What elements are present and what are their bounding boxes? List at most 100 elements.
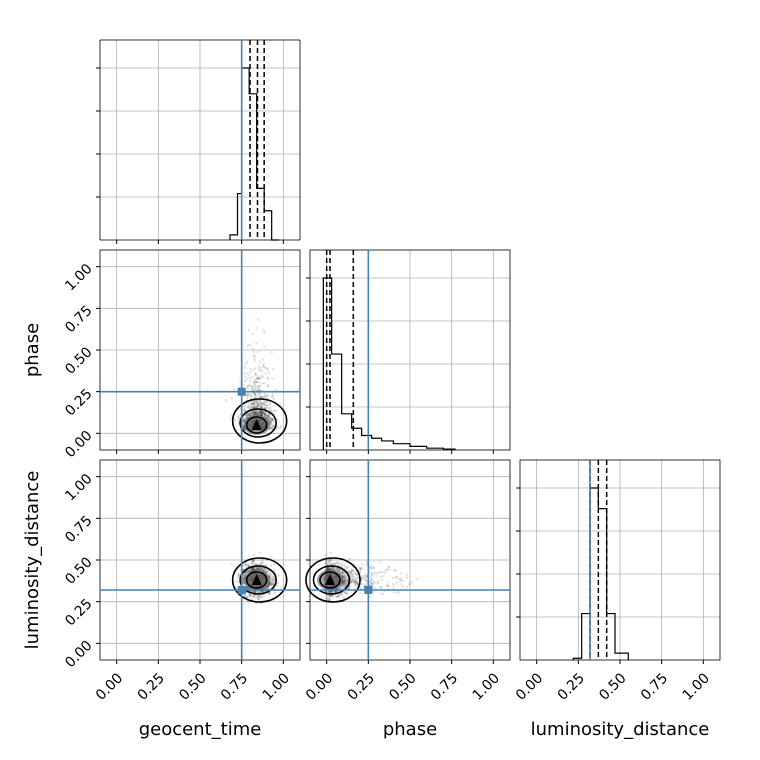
scatter-point: [336, 595, 340, 598]
scatter-point: [252, 594, 255, 598]
scatter-point: [339, 593, 342, 596]
scatter-point: [259, 396, 263, 399]
scatter-point: [248, 411, 252, 414]
scatter-point: [370, 564, 374, 568]
scatter-point: [354, 571, 358, 574]
scatter-point: [265, 394, 268, 398]
scatter-point: [376, 574, 379, 578]
scatter-point: [354, 582, 358, 585]
scatter-point: [328, 567, 332, 571]
scatter-point: [259, 403, 263, 406]
scatter-point: [260, 595, 264, 599]
scatter-point: [364, 564, 368, 567]
scatter-point: [272, 367, 275, 371]
y-tick-label: 0.50: [62, 344, 95, 377]
scatter-point: [270, 583, 274, 587]
scatter-point: [230, 396, 233, 400]
scatter-point: [252, 388, 256, 391]
scatter-point: [335, 568, 339, 571]
scatter-point: [265, 415, 268, 418]
scatter-point: [344, 581, 347, 585]
scatter-point: [267, 418, 271, 421]
scatter-point: [242, 427, 245, 430]
scatter-point: [395, 580, 399, 584]
scatter-point: [329, 594, 332, 597]
scatter-point: [259, 568, 263, 571]
scatter-point: [381, 570, 384, 574]
scatter-point: [276, 425, 279, 429]
scatter-point: [269, 422, 273, 426]
scatter-point: [276, 418, 279, 421]
scatter-point: [248, 413, 252, 416]
scatter-point: [370, 583, 374, 586]
scatter-point: [242, 582, 245, 585]
axes-phase-phase: [306, 249, 511, 454]
scatter-point: [261, 402, 264, 405]
scatter-point: [379, 586, 383, 589]
scatter-point: [269, 576, 272, 579]
scatter-point: [259, 410, 263, 414]
scatter-point: [375, 571, 378, 575]
scatter-point: [256, 594, 260, 597]
scatter-point: [336, 567, 339, 570]
scatter-point: [249, 567, 253, 571]
scatter-point: [260, 410, 264, 414]
scatter-point: [256, 366, 260, 370]
scatter-point: [262, 396, 266, 399]
scatter-point: [248, 380, 252, 383]
scatter-point: [339, 586, 342, 590]
scatter-point: [246, 396, 249, 399]
scatter-point: [243, 403, 247, 406]
scatter-point: [253, 356, 256, 360]
scatter-point: [254, 562, 257, 565]
scatter-point: [380, 578, 384, 581]
x-tick-label: 0.50: [386, 670, 419, 703]
scatter-point: [259, 411, 262, 415]
scatter-point: [259, 410, 262, 413]
scatter-point: [237, 576, 240, 579]
scatter-point: [251, 401, 254, 404]
scatter-point: [254, 381, 258, 384]
scatter-point: [253, 387, 257, 390]
scatter-point: [269, 420, 272, 423]
scatter-point: [365, 575, 369, 578]
scatter-point: [343, 573, 347, 576]
scatter-point: [269, 421, 272, 425]
scatter-point: [266, 415, 269, 418]
scatter-point: [330, 567, 333, 571]
scatter-point: [244, 571, 248, 575]
scatter-point: [330, 562, 333, 565]
scatter-point: [249, 411, 253, 415]
scatter-point: [264, 395, 268, 399]
scatter-point: [261, 375, 265, 378]
scatter-point: [253, 391, 256, 395]
scatter-point: [379, 560, 382, 564]
scatter-point: [246, 415, 249, 419]
scatter-point: [255, 380, 258, 384]
scatter-point: [246, 596, 250, 599]
scatter-point: [258, 394, 261, 397]
scatter-point: [339, 586, 342, 590]
scatter-point: [269, 582, 272, 585]
scatter-point: [352, 581, 355, 584]
scatter-point: [266, 368, 269, 371]
scatter-point: [267, 413, 271, 416]
scatter-point: [271, 395, 274, 398]
scatter-point: [254, 373, 258, 377]
scatter-point: [339, 585, 342, 589]
scatter-point: [247, 404, 250, 407]
scatter-point: [257, 567, 260, 571]
scatter-point: [372, 566, 375, 570]
scatter-point: [273, 409, 276, 412]
density-peak-marker: [251, 419, 262, 430]
scatter-point: [268, 591, 271, 595]
scatter-point: [253, 590, 257, 593]
scatter-point: [248, 393, 251, 396]
scatter-point: [262, 412, 265, 415]
scatter-point: [260, 590, 263, 593]
scatter-point: [267, 584, 271, 587]
scatter-point: [326, 567, 330, 570]
x-tick-label: 0.50: [176, 670, 209, 703]
scatter-point: [237, 414, 240, 417]
scatter-point: [261, 558, 264, 561]
